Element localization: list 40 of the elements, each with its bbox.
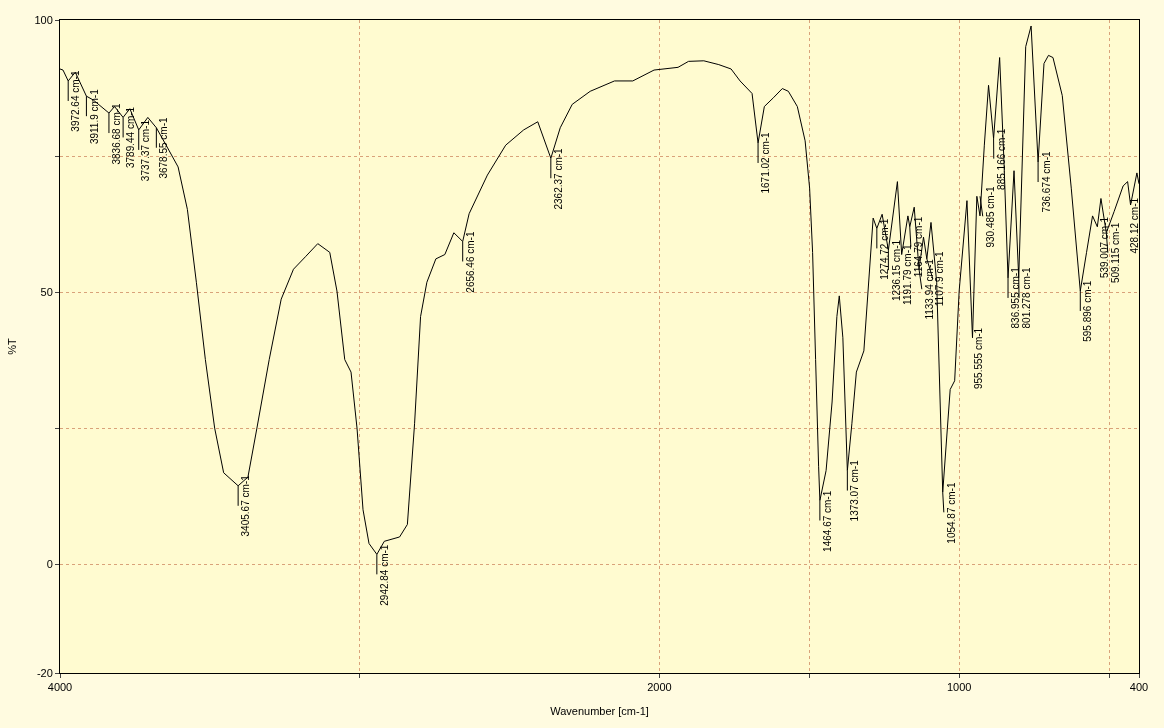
annotation: 3678.55 cm-1 [158,117,170,179]
annotation: 1671.02 cm-1 [759,131,771,194]
annotation: 736.674 cm-1 [1040,151,1052,213]
annotation: 3405.67 cm-1 [239,474,251,537]
annotation: 1054.87 cm-1 [946,482,957,544]
annotation: 1236.15 cm-1 [890,239,902,302]
annotation: 801.278 cm-1 [1020,266,1032,329]
annotation: 2362.37 cm-1 [553,147,565,210]
annotation: 955.555 cm-1 [973,327,985,390]
x-tick-label: 4000 [47,681,73,694]
annotation: 885.166 cm-1 [995,128,1007,190]
annotation: 3789.44 cm-1 [125,106,137,169]
annotation: 1191.79 cm-1 [901,244,913,305]
annotation: 3911.9 cm-1 [88,88,100,145]
annotation: 1274.72 cm-1 [878,218,890,280]
y-tick-label: 0 [46,558,53,571]
x-tick-label: 1000 [946,681,972,694]
annotation: 1164.79 cm-1 [912,216,924,278]
x-tick-label: 400 [1129,681,1149,694]
annotation: 2942.84 cm-1 [378,544,390,606]
annotation: 836.955 cm-1 [1009,266,1021,329]
annotation: 3836.68 cm-1 [111,102,123,165]
x-tick-label: 2000 [647,681,672,694]
y-tick-label: 50 [40,285,53,298]
annotation: 2656.46 cm-1 [464,231,476,293]
annotation: 1464.67 cm-1 [821,490,833,552]
annotation: 930.485 cm-1 [984,185,996,248]
y-axis-title: %T [6,337,19,355]
annotation: 1133.94 cm-1 [924,258,936,320]
annotation: 3737.37 cm-1 [140,119,152,182]
y-tick-label: -20 [36,666,53,679]
annotation: 509.115 cm-1 [1109,222,1121,284]
annotation: 1373.07 cm-1 [849,459,861,522]
y-tick-label: 100 [34,13,53,26]
annotation: 595.896 cm-1 [1081,280,1093,342]
x-axis-title: Wavenumber [cm-1] [550,705,649,718]
annotation: 428.12 cm-1 [1129,197,1141,254]
annotation: 3972.64 cm-1 [69,70,81,132]
annotation: 539.007 cm-1 [1098,216,1110,279]
annotation: 1107.9 cm-1 [934,250,946,307]
